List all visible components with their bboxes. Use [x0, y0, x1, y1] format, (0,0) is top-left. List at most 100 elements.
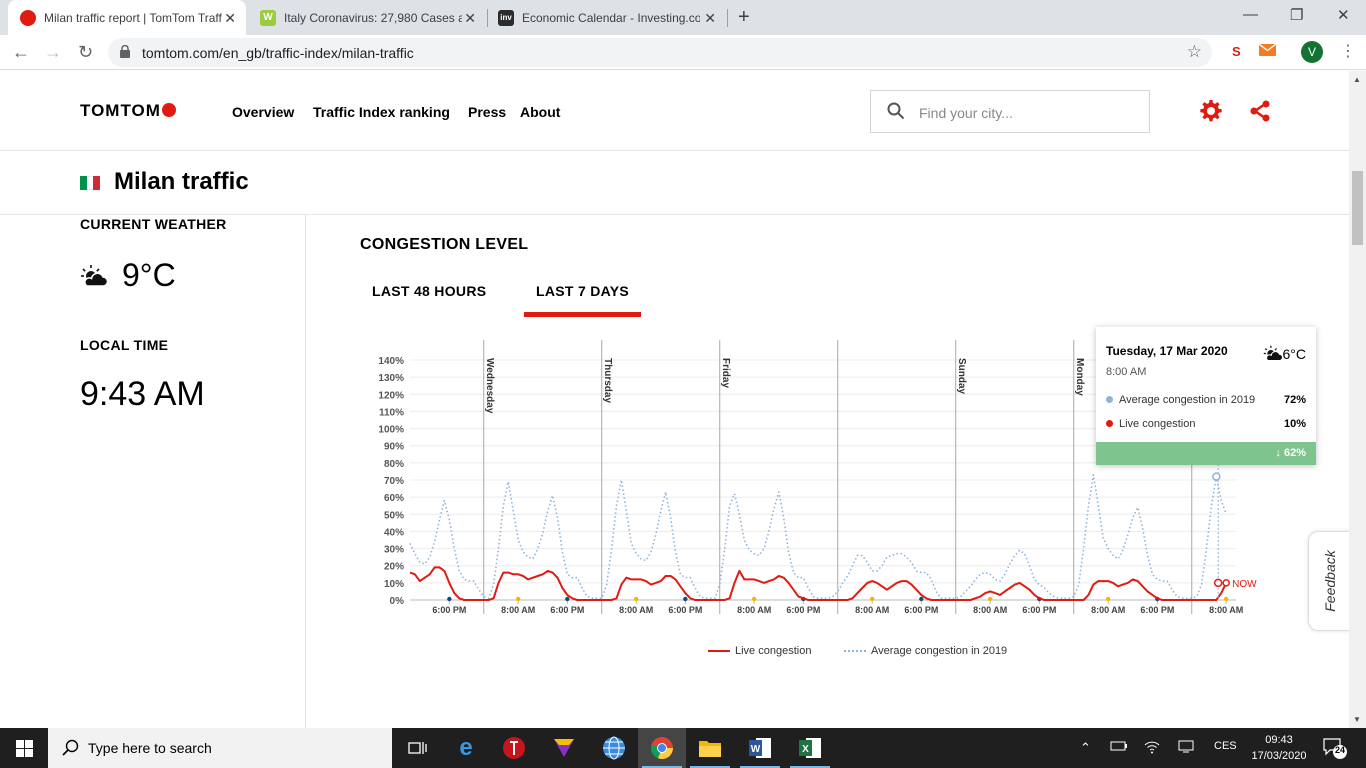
edge-icon[interactable]: e	[459, 734, 473, 761]
tab-milan-traffic[interactable]: Milan traffic report | TomTom Traffic In…	[8, 0, 246, 35]
city-bar: Milan traffic	[0, 151, 1349, 215]
close-tab-icon[interactable]: ✕	[464, 10, 476, 26]
legend-live[interactable]: Live congestion	[708, 645, 811, 657]
windows-start-icon[interactable]	[0, 728, 48, 768]
extension-mail-icon[interactable]	[1258, 43, 1277, 59]
scroll-up-icon[interactable]: ▲	[1353, 75, 1361, 84]
tab-economic-calendar[interactable]: inv Economic Calendar - Investing.com ✕	[488, 0, 726, 35]
clock-date: 17/03/2020	[1251, 750, 1307, 762]
taskbar-search-input[interactable]: Type here to search	[88, 740, 212, 756]
globe-app-icon[interactable]	[590, 728, 638, 768]
close-tab-icon[interactable]: ✕	[704, 10, 716, 26]
lock-icon	[120, 45, 130, 58]
legend-live-swatch	[708, 650, 730, 652]
day-marker	[515, 596, 521, 602]
browser-menu-icon[interactable]: ⋮	[1340, 43, 1356, 60]
day-label: Monday	[1074, 358, 1085, 396]
minimize-icon[interactable]: —	[1243, 6, 1258, 23]
close-tab-icon[interactable]: ✕	[224, 10, 236, 26]
display-icon[interactable]	[1178, 740, 1194, 756]
scrollbar-thumb[interactable]	[1352, 171, 1363, 245]
x-tick-label: 8:00 AM	[973, 605, 1007, 615]
tooltip-avg-value: 72%	[1283, 394, 1306, 406]
open-app-indicator	[790, 766, 830, 768]
tomtom-logo[interactable]: TOMTOM	[80, 101, 176, 121]
tab-separator	[487, 9, 488, 27]
battery-icon[interactable]	[1110, 740, 1128, 755]
sidebar: CURRENT WEATHER 9°C LOCAL TIME 9:43 AM	[0, 215, 306, 728]
maximize-icon[interactable]: ❐	[1290, 7, 1304, 24]
investing-favicon-icon: inv	[498, 9, 514, 26]
scroll-down-icon[interactable]: ▼	[1353, 715, 1361, 724]
share-icon[interactable]	[1248, 99, 1272, 123]
excel-icon[interactable]: X	[786, 728, 834, 768]
clock-time: 09:43	[1265, 734, 1293, 746]
y-tick-label: 20%	[384, 562, 404, 573]
tab-last-7-days[interactable]: LAST 7 DAYS	[536, 283, 630, 299]
night-marker	[565, 596, 570, 602]
chart-tooltip: Tuesday, 17 Mar 2020 8:00 AM 6°C Average…	[1096, 327, 1316, 465]
day-label: Thursday	[602, 358, 613, 403]
close-window-icon[interactable]: ✕	[1337, 7, 1350, 24]
taskbar-clock[interactable]: 09:43 17/03/2020	[1246, 732, 1312, 764]
language-indicator[interactable]: CES	[1214, 740, 1237, 752]
purple-app-icon[interactable]	[540, 728, 588, 768]
temperature: 9°C	[122, 257, 176, 293]
x-tick-label: 8:00 AM	[1091, 605, 1125, 615]
day-marker	[633, 596, 639, 602]
tray-chevron-icon[interactable]: ⌃	[1080, 740, 1091, 755]
nav-about[interactable]: About	[520, 104, 561, 120]
local-time: 9:43 AM	[80, 375, 205, 413]
wifi-icon[interactable]	[1144, 740, 1160, 757]
gear-icon[interactable]	[1199, 99, 1223, 123]
weather-heading: CURRENT WEATHER	[80, 216, 227, 232]
y-tick-label: 40%	[384, 527, 404, 538]
partly-cloudy-icon	[1263, 345, 1283, 362]
tomtom-favicon-icon	[20, 9, 36, 26]
task-view-icon[interactable]	[394, 728, 442, 768]
chrome-icon[interactable]	[638, 728, 686, 768]
day-marker	[1223, 596, 1229, 602]
tab-title: Italy Coronavirus: 27,980 Cases and 2,15…	[284, 10, 462, 25]
feedback-button[interactable]: Feedback	[1308, 531, 1349, 631]
local-time-heading: LOCAL TIME	[80, 337, 169, 353]
now-point	[1222, 579, 1230, 587]
forward-icon[interactable]: →	[44, 42, 62, 62]
reload-icon[interactable]: ↻	[78, 42, 94, 62]
windows-taskbar: Type here to search e W X ⌃ CES 09:43	[0, 728, 1366, 768]
y-tick-label: 130%	[378, 373, 404, 384]
congestion-title: CONGESTION LEVEL	[360, 236, 529, 253]
search-input[interactable]: Find your city...	[919, 105, 1013, 121]
extension-s-icon[interactable]: S	[1232, 44, 1241, 59]
city-search[interactable]: Find your city...	[870, 90, 1150, 133]
new-tab-icon[interactable]: +	[738, 6, 750, 28]
x-tick-label: 6:00 PM	[904, 605, 938, 615]
nav-press[interactable]: Press	[468, 104, 507, 120]
red-app-icon[interactable]	[490, 728, 538, 768]
day-label: Wednesday	[484, 358, 495, 414]
word-icon[interactable]: W	[736, 728, 784, 768]
svg-text:W: W	[751, 744, 761, 755]
url-text: tomtom.com/en_gb/traffic-index/milan-tra…	[142, 45, 414, 61]
taskbar-search[interactable]: Type here to search	[48, 728, 392, 768]
legend-average[interactable]: Average congestion in 2019	[844, 645, 1007, 657]
back-icon[interactable]: ←	[12, 42, 30, 62]
tab-last-48-hours[interactable]: LAST 48 HOURS	[372, 283, 487, 299]
tab-italy-coronavirus[interactable]: W Italy Coronavirus: 27,980 Cases and 2,…	[248, 0, 486, 35]
bookmark-star-icon[interactable]: ☆	[1186, 42, 1202, 61]
x-tick-label: 6:00 PM	[550, 605, 584, 615]
file-explorer-icon[interactable]	[686, 728, 734, 768]
profile-avatar[interactable]: V	[1301, 41, 1323, 63]
page-scrollbar[interactable]: ▲ ▼	[1349, 71, 1366, 728]
notification-center-icon[interactable]: 24	[1322, 736, 1348, 760]
tooltip-weather: 6°C	[1263, 345, 1306, 362]
nav-traffic-index-ranking[interactable]: Traffic Index ranking	[313, 104, 450, 120]
nav-overview[interactable]: Overview	[232, 104, 295, 120]
worldometer-favicon-icon: W	[260, 9, 276, 26]
browser-tab-bar: Milan traffic report | TomTom Traffic In…	[0, 0, 1366, 35]
tab-title: Economic Calendar - Investing.com	[522, 10, 700, 25]
average-point	[1212, 472, 1221, 481]
browser-toolbar: ← → ↻ tomtom.com/en_gb/traffic-index/mil…	[0, 35, 1366, 70]
address-bar[interactable]: tomtom.com/en_gb/traffic-index/milan-tra…	[108, 38, 1212, 67]
live-dot-icon	[1106, 420, 1113, 427]
